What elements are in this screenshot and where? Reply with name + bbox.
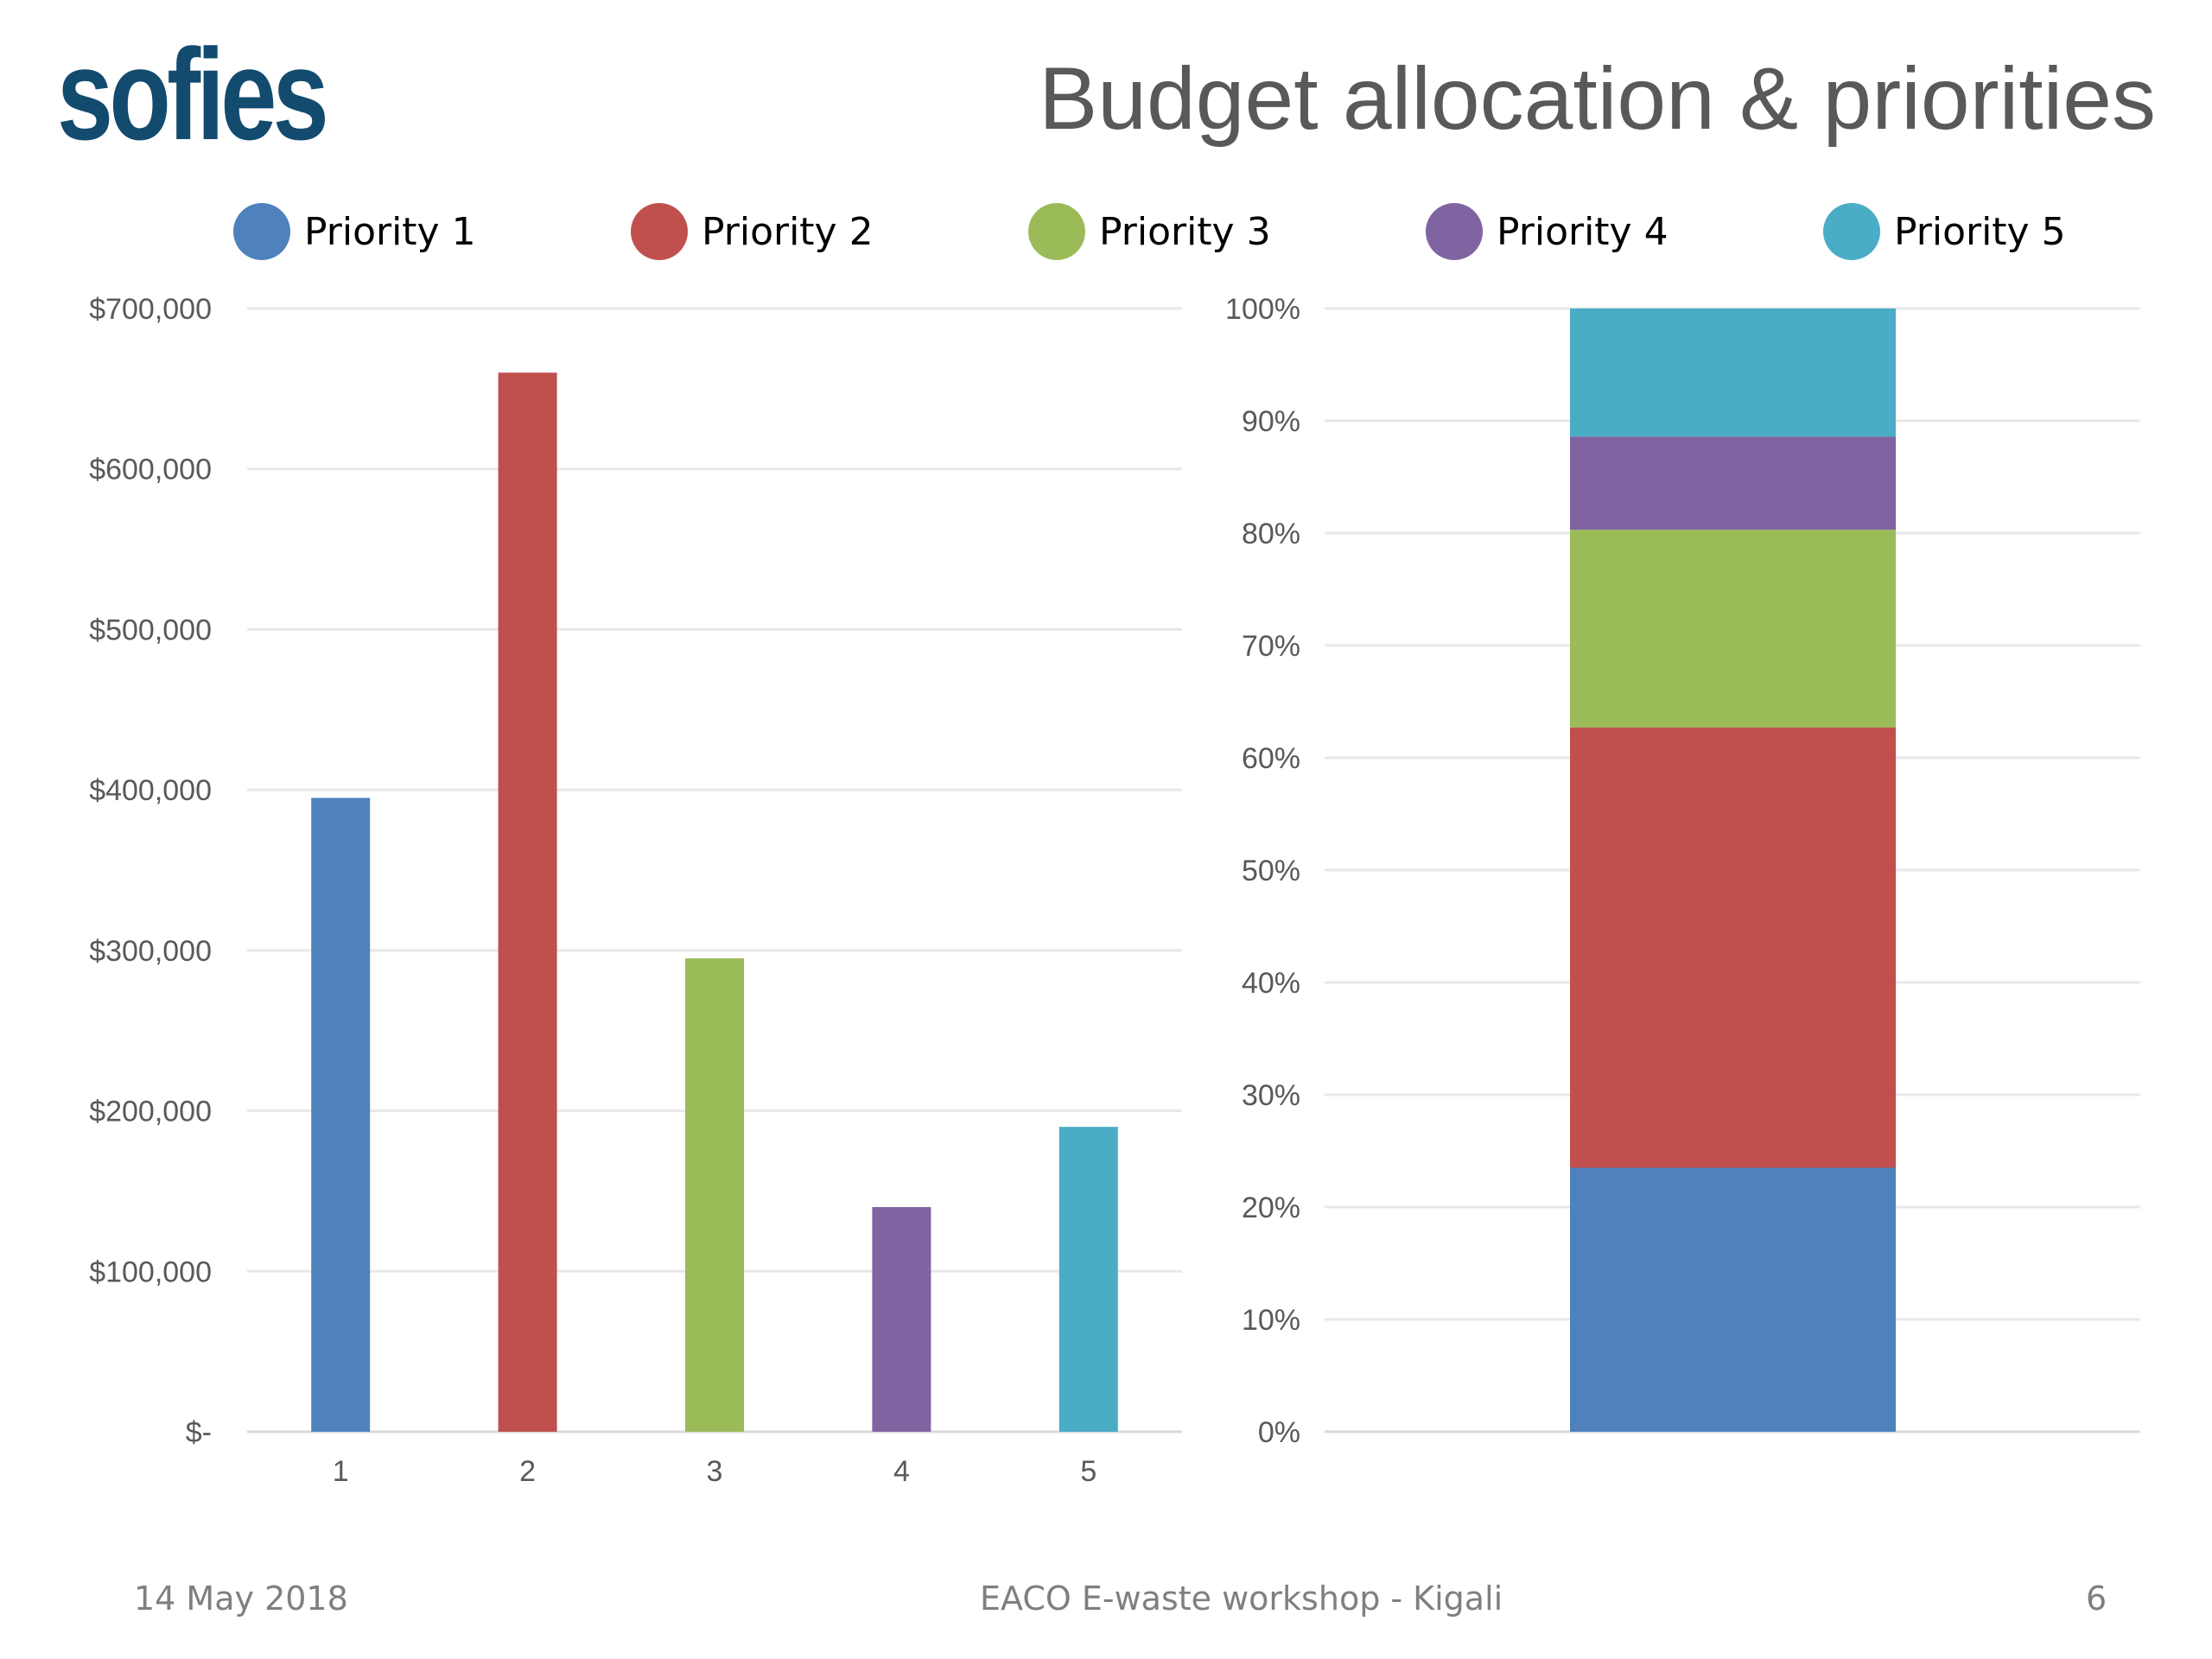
- footer-event: EACO E-waste workshop - Kigali: [980, 1580, 1503, 1618]
- y-tick-label: $100,000: [89, 1255, 212, 1288]
- bar-priority-5: [1058, 1127, 1118, 1432]
- y-tick-label: 10%: [1242, 1304, 1300, 1337]
- y-tick-label: 100%: [1225, 293, 1300, 326]
- y-tick-label: 0%: [1258, 1416, 1300, 1449]
- bar-priority-3: [685, 958, 744, 1432]
- y-tick-label: 30%: [1242, 1079, 1300, 1112]
- x-tick-label: 5: [1080, 1455, 1096, 1488]
- legend-label-priority-2: Priority 2: [702, 209, 874, 254]
- x-tick-label: 2: [519, 1455, 536, 1488]
- legend-label-priority-3: Priority 3: [1099, 209, 1271, 254]
- stack-segment-priority-3: [1570, 530, 1896, 728]
- legend-item-priority-4: Priority 4: [1426, 201, 1669, 262]
- y-tick-label: 20%: [1242, 1192, 1300, 1224]
- legend-label-priority-4: Priority 4: [1497, 209, 1669, 254]
- y-tick-label: 50%: [1242, 855, 1300, 887]
- legend-label-priority-1: Priority 1: [304, 209, 476, 254]
- y-tick-label: 70%: [1242, 630, 1300, 663]
- y-tick-label: $700,000: [89, 293, 212, 326]
- legend-item-priority-2: Priority 2: [631, 201, 874, 262]
- legend-swatch-priority-5: [1823, 203, 1880, 260]
- footer-date: 14 May 2018: [134, 1580, 348, 1618]
- x-tick-label: 3: [707, 1455, 723, 1488]
- y-tick-label: $400,000: [89, 774, 212, 807]
- y-tick-label: 40%: [1242, 967, 1300, 1000]
- slide-title: Budget allocation & priorities: [1039, 49, 2156, 148]
- legend-item-priority-5: Priority 5: [1823, 201, 2066, 262]
- sofies-logo: sofies: [57, 22, 329, 167]
- legend-label-priority-5: Priority 5: [1894, 209, 2066, 254]
- y-tick-label: $600,000: [89, 454, 212, 486]
- bar-priority-2: [498, 372, 557, 1433]
- legend-swatch-priority-3: [1028, 203, 1085, 260]
- x-tick-label: 1: [333, 1455, 349, 1488]
- legend-swatch-priority-4: [1426, 203, 1483, 260]
- y-tick-label: 60%: [1242, 742, 1300, 775]
- y-tick-label: $500,000: [89, 613, 212, 646]
- stack-segment-priority-4: [1570, 436, 1896, 531]
- y-tick-label: $-: [186, 1416, 212, 1449]
- bar-priority-4: [872, 1207, 931, 1432]
- page-number: 6: [2086, 1580, 2107, 1618]
- legend-swatch-priority-1: [233, 203, 290, 260]
- x-tick-label: 4: [893, 1455, 910, 1488]
- y-tick-label: $300,000: [89, 935, 212, 968]
- y-tick-label: $200,000: [89, 1096, 212, 1128]
- bar-priority-1: [311, 798, 371, 1432]
- stack-segment-priority-5: [1570, 308, 1896, 437]
- legend-swatch-priority-2: [631, 203, 688, 260]
- legend-item-priority-1: Priority 1: [233, 201, 476, 262]
- y-tick-label: 80%: [1242, 518, 1300, 550]
- y-tick-label: 90%: [1242, 405, 1300, 438]
- stack-segment-priority-2: [1570, 727, 1896, 1168]
- stack-segment-priority-1: [1570, 1167, 1896, 1432]
- legend-item-priority-3: Priority 3: [1028, 201, 1271, 262]
